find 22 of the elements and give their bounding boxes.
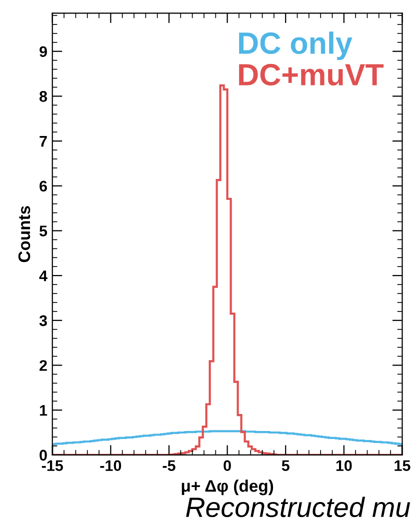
x-axis-title: μ+ Δφ (deg) — [182, 480, 274, 496]
x-tick-label: 10 — [336, 460, 352, 472]
x-tick-label: -5 — [162, 460, 176, 472]
y-tick-label: 4 — [39, 270, 48, 282]
x-tick-label: 0 — [224, 460, 231, 472]
y-tick-label: 8 — [40, 91, 48, 102]
y-tick-label: 1 — [40, 405, 48, 416]
x-tick-label: -10 — [100, 460, 122, 472]
text: Reconstructed mu — [186, 496, 410, 518]
text: DC only — [239, 32, 352, 60]
y-tick-label: 7 — [40, 136, 47, 147]
x-tick-label: -15 — [42, 460, 63, 472]
y-tick-label: 6 — [40, 180, 47, 192]
y-tick-label: 3 — [39, 315, 47, 326]
y-tick-label: 9 — [40, 46, 47, 58]
x-tick-label: 15 — [394, 460, 410, 472]
x-tick-label: 5 — [282, 460, 290, 472]
y-axis-title: Counts — [18, 206, 30, 262]
y-tick-label: 2 — [40, 360, 47, 371]
series-label: DC+muVT — [239, 64, 384, 86]
y-tick-label: 0 — [40, 450, 47, 461]
y-tick-label: 5 — [39, 226, 48, 236]
